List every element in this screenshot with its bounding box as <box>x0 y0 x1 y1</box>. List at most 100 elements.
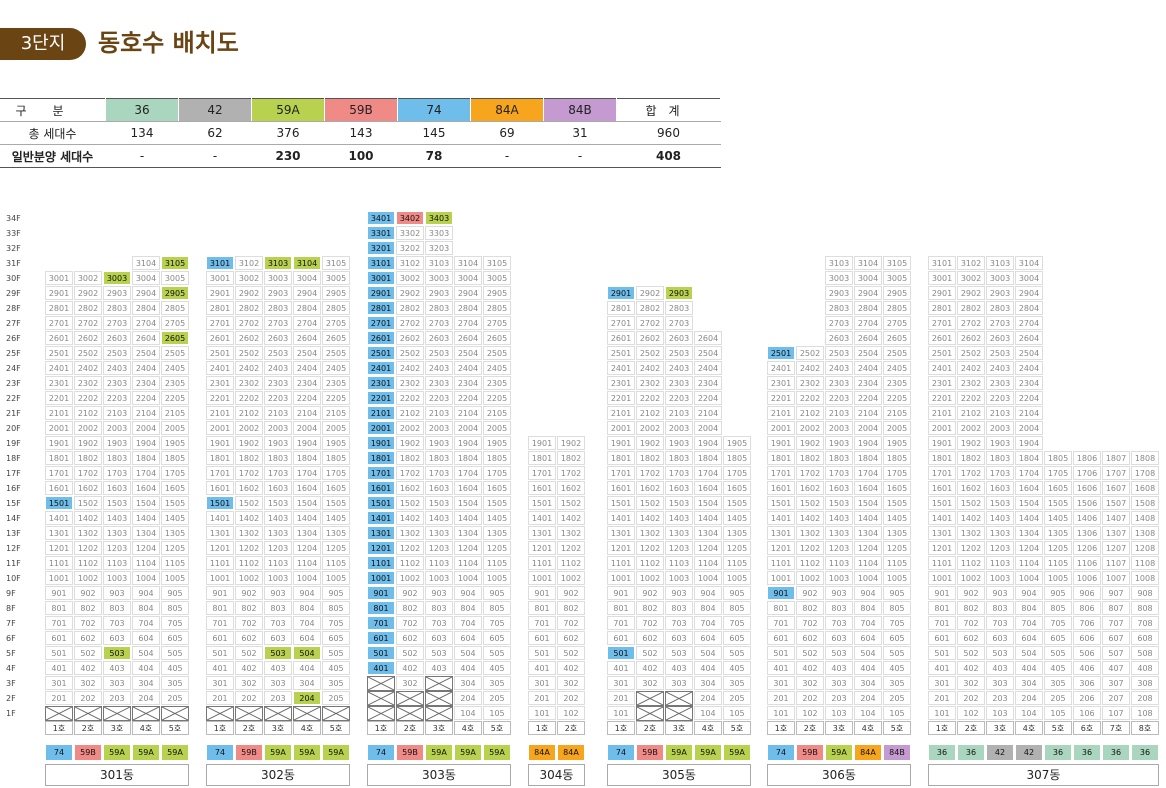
unit-cell[interactable]: 504 <box>293 646 321 660</box>
unit-cell[interactable]: 2101 <box>767 406 795 420</box>
unit-cell[interactable]: 2705 <box>883 316 911 330</box>
unit-cell[interactable]: 1708 <box>1131 466 1159 480</box>
unit-cell[interactable]: 1201 <box>45 541 73 555</box>
unit-cell[interactable]: 1803 <box>986 451 1014 465</box>
unit-cell[interactable]: 502 <box>74 646 102 660</box>
unit-cell[interactable]: 805 <box>322 601 350 615</box>
unit-cell[interactable]: 2302 <box>796 376 824 390</box>
unit-cell[interactable]: 803 <box>264 601 292 615</box>
unit-cell[interactable]: 303 <box>665 676 693 690</box>
unit-cell[interactable]: 1608 <box>1131 481 1159 495</box>
unit-cell[interactable]: 2301 <box>206 376 234 390</box>
unit-cell[interactable]: 401 <box>928 661 956 675</box>
unit-cell[interactable]: 505 <box>1044 646 1072 660</box>
unit-cell[interactable]: 2701 <box>367 316 395 330</box>
unit-cell[interactable]: 2604 <box>1015 331 1043 345</box>
unit-cell[interactable]: 604 <box>694 631 722 645</box>
unit-cell[interactable]: 1105 <box>322 556 350 570</box>
unit-cell[interactable]: 604 <box>293 631 321 645</box>
unit-cell[interactable]: 1103 <box>264 556 292 570</box>
unit-cell[interactable]: 1404 <box>293 511 321 525</box>
unit-cell[interactable]: 2405 <box>883 361 911 375</box>
unit-cell[interactable]: 3302 <box>396 226 424 240</box>
unit-cell[interactable]: 908 <box>1131 586 1159 600</box>
unit-cell[interactable]: 2502 <box>396 346 424 360</box>
unit-cell[interactable]: 505 <box>883 646 911 660</box>
unit-cell[interactable]: 2805 <box>883 301 911 315</box>
unit-cell[interactable]: 705 <box>723 616 751 630</box>
unit-cell[interactable]: 1705 <box>1044 466 1072 480</box>
unit-cell[interactable]: 2201 <box>928 391 956 405</box>
unit-cell[interactable]: 2202 <box>235 391 263 405</box>
unit-cell[interactable]: 2802 <box>396 301 424 315</box>
unit-cell[interactable]: 1904 <box>132 436 160 450</box>
unit-cell[interactable]: 604 <box>454 631 482 645</box>
unit-cell[interactable]: 2503 <box>103 346 131 360</box>
unit-cell[interactable]: 1004 <box>694 571 722 585</box>
unit-cell[interactable]: 204 <box>854 691 882 705</box>
unit-cell[interactable]: 1903 <box>425 436 453 450</box>
unit-cell[interactable]: 505 <box>322 646 350 660</box>
unit-cell[interactable]: 604 <box>1015 631 1043 645</box>
unit-cell[interactable]: 2105 <box>161 406 189 420</box>
unit-cell[interactable]: 3004 <box>854 271 882 285</box>
unit-cell[interactable]: 405 <box>483 661 511 675</box>
unit-cell[interactable]: 2401 <box>206 361 234 375</box>
unit-cell[interactable]: 1202 <box>636 541 664 555</box>
unit-cell[interactable]: 1405 <box>883 511 911 525</box>
unit-cell[interactable]: 1501 <box>45 496 73 510</box>
unit-cell[interactable]: 1601 <box>767 481 795 495</box>
unit-cell[interactable]: 2903 <box>264 286 292 300</box>
unit-cell[interactable]: 1104 <box>854 556 882 570</box>
unit-cell[interactable]: 1904 <box>854 436 882 450</box>
unit-cell[interactable]: 2505 <box>161 346 189 360</box>
unit-cell[interactable]: 501 <box>767 646 795 660</box>
unit-cell[interactable]: 303 <box>986 676 1014 690</box>
unit-cell[interactable]: 2804 <box>1015 301 1043 315</box>
unit-cell[interactable]: 901 <box>607 586 635 600</box>
unit-cell[interactable]: 802 <box>796 601 824 615</box>
unit-cell[interactable]: 707 <box>1102 616 1130 630</box>
unit-cell[interactable]: 703 <box>665 616 693 630</box>
unit-cell[interactable]: 3202 <box>396 241 424 255</box>
unit-cell[interactable]: 1102 <box>796 556 824 570</box>
unit-cell[interactable]: 204 <box>694 691 722 705</box>
unit-cell[interactable]: 1703 <box>665 466 693 480</box>
unit-cell[interactable]: 2204 <box>694 391 722 405</box>
unit-cell[interactable]: 703 <box>264 616 292 630</box>
unit-cell[interactable]: 503 <box>103 646 131 660</box>
unit-cell[interactable]: 1405 <box>1044 511 1072 525</box>
unit-cell[interactable]: 607 <box>1102 631 1130 645</box>
unit-cell[interactable]: 1301 <box>367 526 395 540</box>
unit-cell[interactable]: 704 <box>694 616 722 630</box>
unit-cell[interactable]: 2404 <box>854 361 882 375</box>
unit-cell[interactable]: 801 <box>367 601 395 615</box>
unit-cell[interactable]: 2302 <box>957 376 985 390</box>
unit-cell[interactable]: 2105 <box>883 406 911 420</box>
unit-cell[interactable]: 805 <box>723 601 751 615</box>
unit-cell[interactable]: 2104 <box>454 406 482 420</box>
unit-cell[interactable]: 705 <box>161 616 189 630</box>
unit-cell[interactable]: 3401 <box>367 211 395 225</box>
unit-cell[interactable]: 905 <box>161 586 189 600</box>
unit-cell[interactable]: 903 <box>264 586 292 600</box>
unit-cell[interactable]: 2202 <box>957 391 985 405</box>
unit-cell[interactable]: 2003 <box>665 421 693 435</box>
unit-cell[interactable]: 1104 <box>694 556 722 570</box>
unit-cell[interactable]: 2004 <box>854 421 882 435</box>
unit-cell[interactable]: 2305 <box>161 376 189 390</box>
unit-cell[interactable]: 1603 <box>264 481 292 495</box>
unit-cell[interactable]: 205 <box>322 691 350 705</box>
unit-cell[interactable]: 1203 <box>425 541 453 555</box>
unit-cell[interactable]: 402 <box>957 661 985 675</box>
unit-cell[interactable]: 1001 <box>928 571 956 585</box>
unit-cell[interactable]: 1004 <box>854 571 882 585</box>
unit-cell[interactable]: 1303 <box>665 526 693 540</box>
unit-cell[interactable]: 2401 <box>767 361 795 375</box>
unit-cell[interactable]: 2602 <box>235 331 263 345</box>
unit-cell[interactable]: 1604 <box>293 481 321 495</box>
unit-cell[interactable]: 2102 <box>636 406 664 420</box>
unit-cell[interactable]: 1003 <box>425 571 453 585</box>
unit-cell[interactable]: 301 <box>607 676 635 690</box>
unit-cell[interactable]: 402 <box>74 661 102 675</box>
